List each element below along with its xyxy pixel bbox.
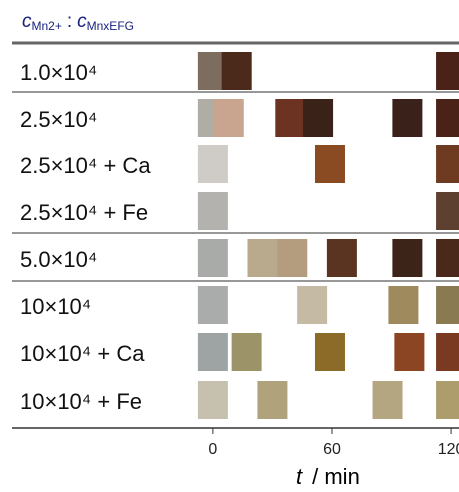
sample-photo: [436, 192, 459, 230]
sample-photo: [436, 145, 459, 183]
sample-photo: [248, 239, 278, 277]
row-label: 10×10⁴ + Fe: [20, 389, 142, 414]
sample-photo: [198, 286, 228, 324]
x-tick-label: 120: [438, 441, 459, 458]
sample-photo: [198, 239, 228, 277]
sample-photo: [198, 145, 228, 183]
sample-photo: [297, 286, 327, 324]
row-label: 2.5×10⁴: [20, 107, 97, 132]
sample-photo: [277, 239, 307, 277]
sample-photo: [198, 333, 228, 371]
row-label: 2.5×10⁴ + Fe: [20, 200, 148, 225]
sample-photo: [436, 239, 459, 277]
header-c: c: [22, 11, 32, 32]
sample-photo: [303, 99, 333, 137]
sample-photo: [436, 381, 459, 419]
sample-photo: [222, 52, 252, 90]
sample-photo: [373, 381, 403, 419]
sample-photo: [214, 99, 244, 137]
sample-photo: [257, 381, 287, 419]
row-label: 1.0×10⁴: [20, 60, 97, 85]
axis-var: t: [296, 464, 303, 489]
sample-photo: [436, 286, 459, 324]
sample-photo: [436, 52, 459, 90]
header-sep: :: [67, 11, 72, 32]
row-label: 10×10⁴: [20, 294, 91, 319]
figure: cMn2+:cMnxEFG t/ min 1.0×10⁴2.5×10⁴2.5×1…: [0, 0, 459, 492]
sample-photo: [232, 333, 262, 371]
sample-photo: [198, 381, 228, 419]
x-tick-label: 0: [208, 441, 217, 458]
row-label: 2.5×10⁴ + Ca: [20, 153, 151, 178]
sample-photo: [315, 145, 345, 183]
header-c: c: [77, 11, 87, 32]
sample-photo: [198, 192, 228, 230]
sample-photo: [388, 286, 418, 324]
sample-photo: [315, 333, 345, 371]
sample-photo: [436, 333, 459, 371]
axis-unit: / min: [312, 464, 360, 489]
x-tick-label: 60: [323, 441, 341, 458]
sample-photo: [327, 239, 357, 277]
sample-photo: [275, 99, 305, 137]
sample-photo: [392, 99, 422, 137]
row-label: 10×10⁴ + Ca: [20, 341, 145, 366]
axis-label: t / min: [296, 464, 360, 489]
header: cMn2+:cMnxEFG: [22, 11, 134, 33]
sample-photo: [394, 333, 424, 371]
sample-photo: [436, 99, 459, 137]
sample-photo: [392, 239, 422, 277]
row-label: 5.0×10⁴: [20, 247, 97, 272]
header-sub: Mn2+: [32, 19, 62, 33]
header-sub: MnxEFG: [87, 19, 134, 33]
